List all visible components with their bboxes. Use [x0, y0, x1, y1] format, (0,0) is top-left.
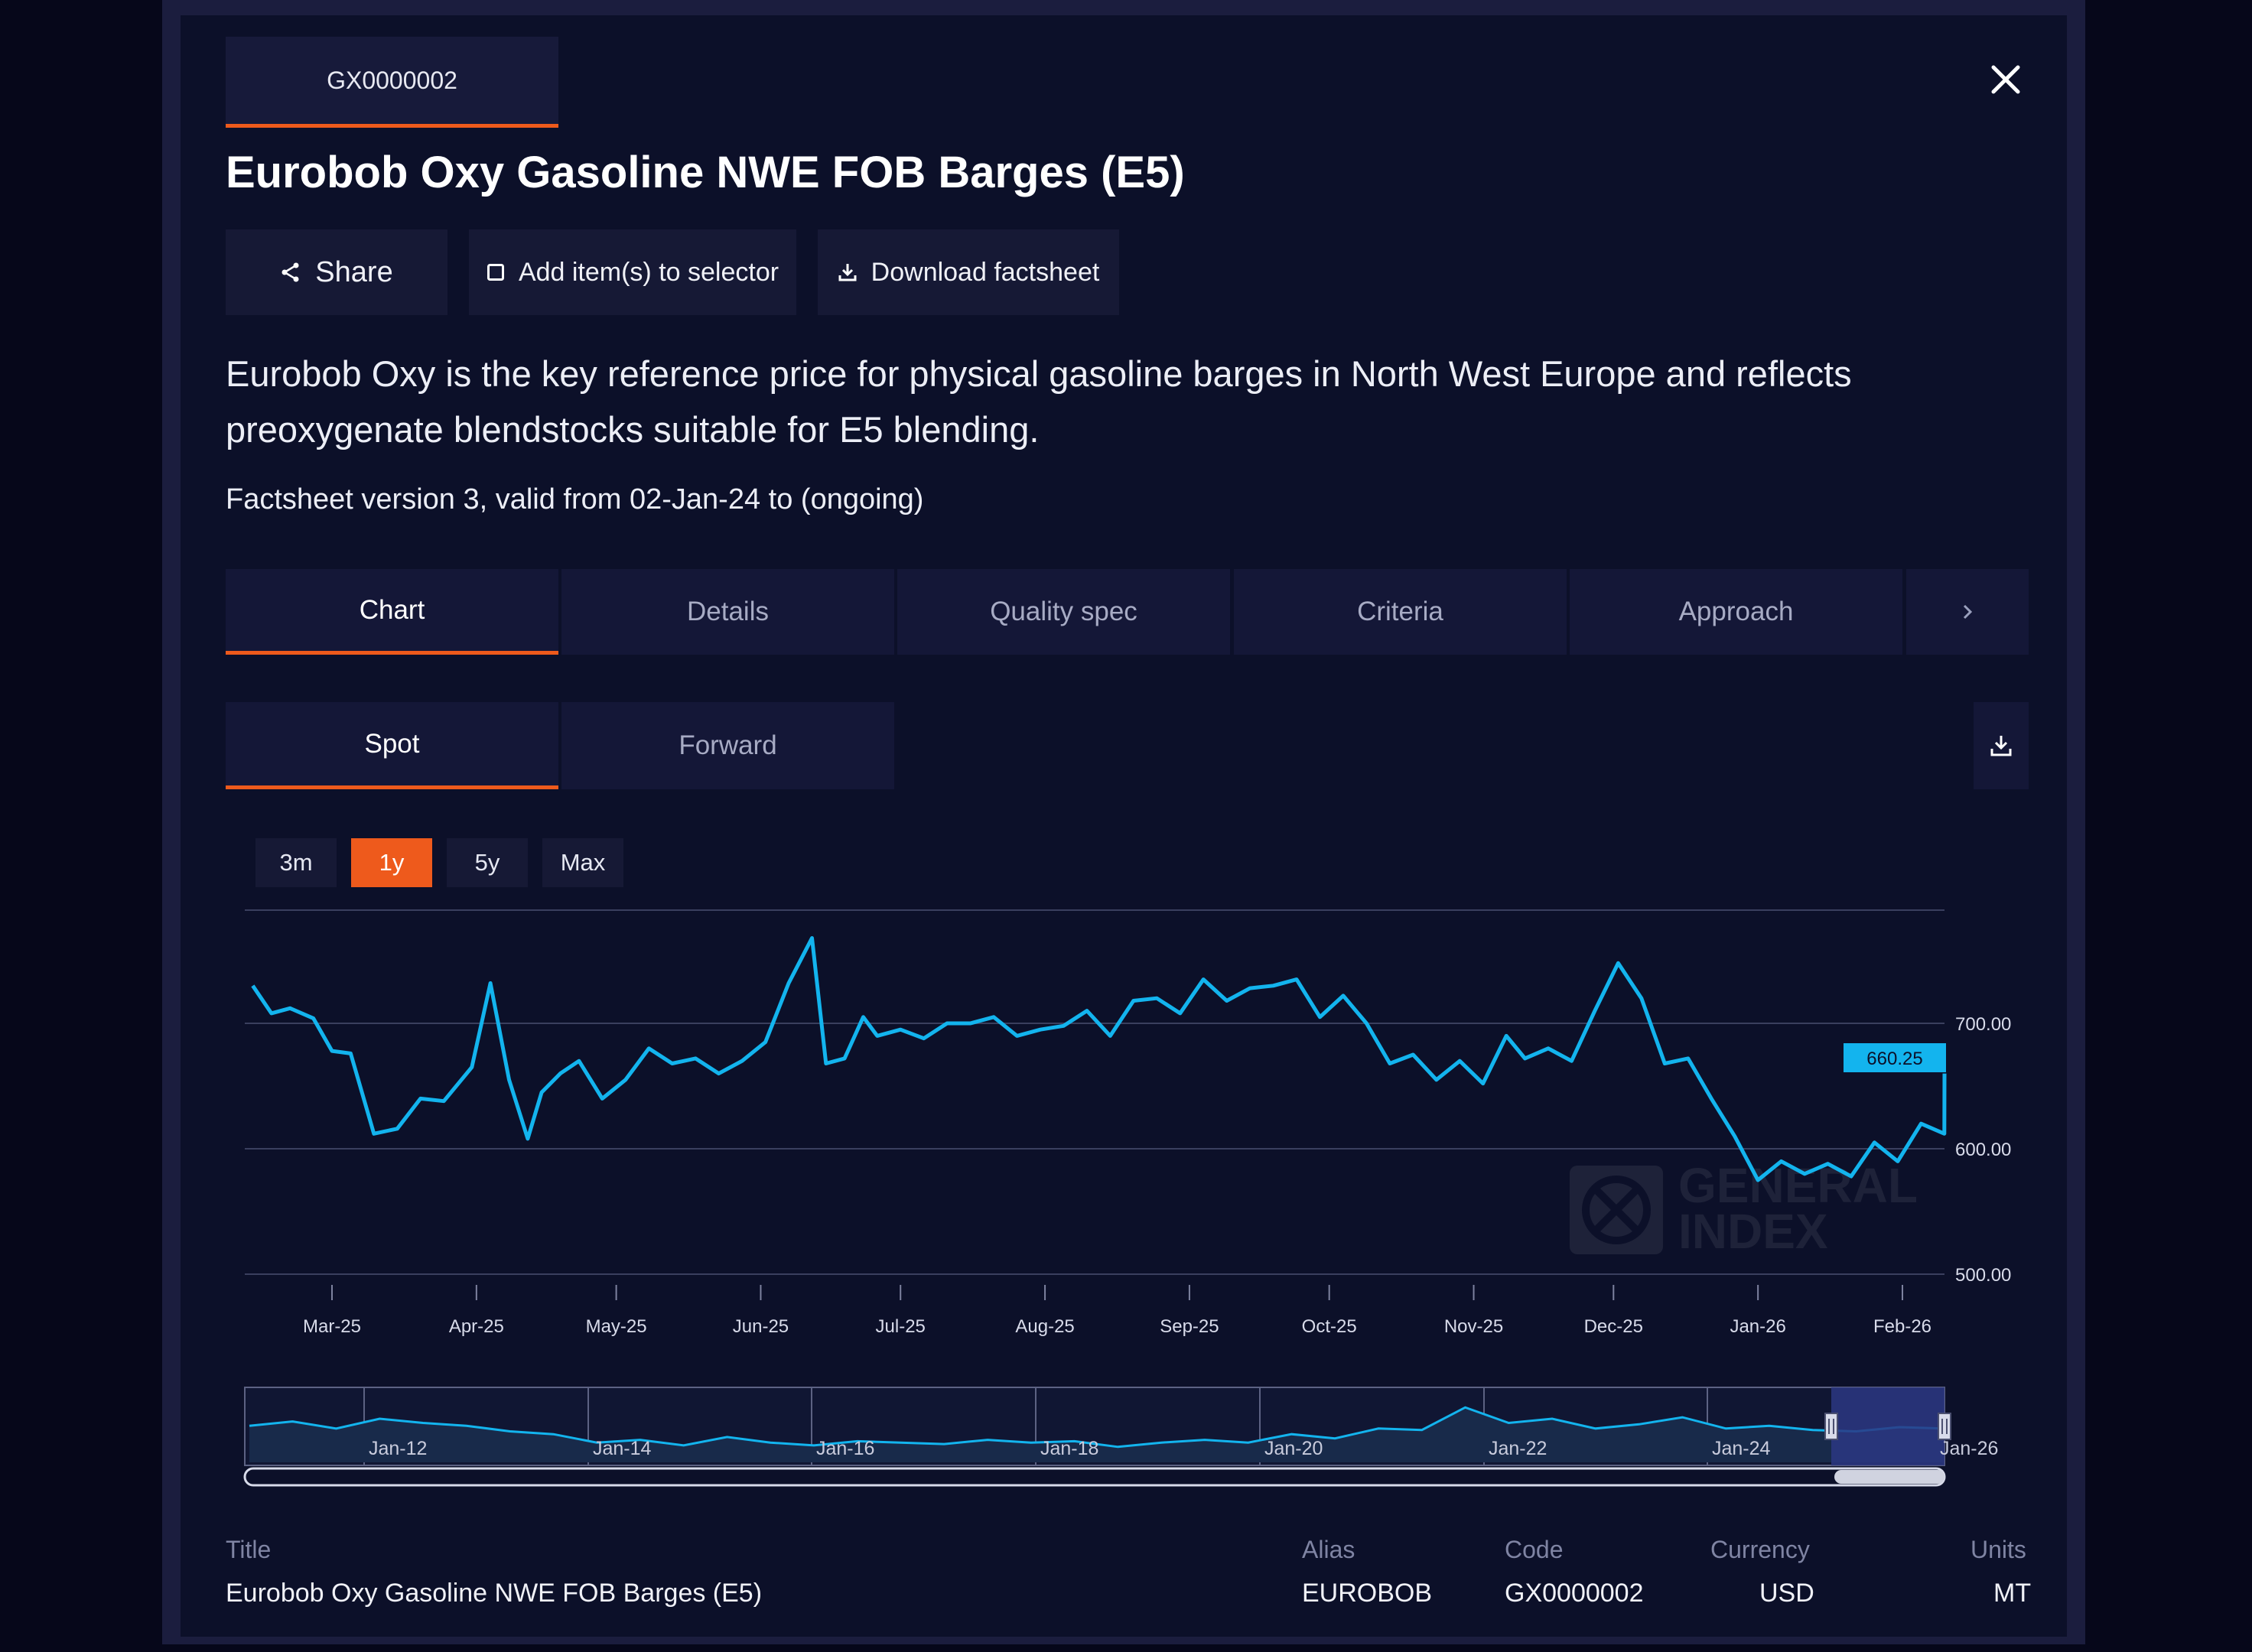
info-currency-label: Currency — [1710, 1536, 1810, 1563]
last-value-badge: 660.25 — [1844, 1043, 1946, 1072]
x-tick-label: Apr-25 — [449, 1316, 504, 1337]
navigator-series-line — [249, 1406, 1944, 1449]
x-tick-label: Dec-25 — [1584, 1316, 1643, 1337]
horizontal-scrollbar[interactable] — [243, 1467, 1946, 1487]
range-3m-button[interactable]: 3m — [255, 838, 337, 887]
info-code-label: Code — [1505, 1536, 1564, 1563]
tab-chart-label: Chart — [359, 594, 425, 625]
x-tick-label: Jun-25 — [733, 1316, 789, 1337]
chart-navigator[interactable]: Jan-12 Jan-14 Jan-16 Jan-18 Jan-20 Jan-22 Jan-… — [244, 1387, 1998, 1466]
close-icon — [1991, 65, 2020, 94]
tabs-scroll-right-button[interactable] — [1906, 569, 2029, 655]
navigator-label: Jan-18 — [1040, 1438, 1098, 1459]
navigator-label: Jan-14 — [593, 1438, 652, 1459]
code-tab-label: GX0000002 — [327, 66, 457, 94]
tab-approach-label: Approach — [1678, 597, 1794, 626]
add-to-selector-label: Add item(s) to selector — [518, 257, 779, 287]
last-value-text: 660.25 — [1866, 1049, 1922, 1069]
navigator-label: Jan-20 — [1264, 1438, 1323, 1459]
y-tick-label: 500.00 — [1955, 1265, 2011, 1286]
description: Eurobob Oxy is the key reference price f… — [226, 353, 1852, 450]
subtab-forward[interactable]: Forward — [561, 702, 894, 789]
download-icon — [838, 264, 857, 281]
tab-quality-spec[interactable]: Quality spec — [897, 569, 1230, 655]
range-5y-label: 5y — [474, 849, 500, 876]
x-tick-label: Feb-26 — [1873, 1316, 1931, 1337]
navigator-left-handle[interactable] — [1824, 1413, 1838, 1440]
x-tick-label: Nov-25 — [1444, 1316, 1503, 1337]
checkbox-icon — [487, 264, 504, 281]
x-tick-label: May-25 — [586, 1316, 647, 1337]
share-label: Share — [315, 255, 393, 288]
x-tick-label: Aug-25 — [1015, 1316, 1074, 1337]
info-alias-value: EUROBOB — [1302, 1579, 1433, 1608]
subtab-spot[interactable]: Spot — [226, 702, 558, 789]
price-series-line — [251, 936, 1947, 1182]
subtab-spot-label: Spot — [364, 728, 420, 759]
navigator-label: Jan-24 — [1712, 1438, 1771, 1459]
info-units-value: MT — [1993, 1579, 2032, 1608]
close-button[interactable] — [1984, 58, 2027, 101]
navigator-series-area — [249, 1407, 1943, 1462]
page-title: Eurobob Oxy Gasoline NWE FOB Barges (E5) — [226, 148, 1185, 197]
navigator-label: Jan-16 — [816, 1438, 874, 1459]
range-max-button[interactable]: Max — [542, 838, 623, 887]
watermark-line-1: GENERAL — [1678, 1158, 1918, 1213]
x-tick-label: Jul-25 — [876, 1316, 926, 1337]
tab-quality-spec-label: Quality spec — [990, 597, 1137, 626]
x-tick-label: Jan-26 — [1730, 1316, 1785, 1337]
tab-approach[interactable]: Approach — [1570, 569, 1902, 655]
factsheet-version: Factsheet version 3, valid from 02-Jan-2… — [226, 483, 924, 515]
x-tick-label: Mar-25 — [303, 1316, 361, 1337]
add-to-selector-button[interactable]: Add item(s) to selector — [469, 229, 796, 315]
navigator-label: Jan-22 — [1489, 1438, 1547, 1459]
download-factsheet-button[interactable]: Download factsheet — [818, 229, 1119, 315]
tab-details-label: Details — [687, 597, 769, 626]
navigator-label: Jan-26 — [1940, 1438, 1998, 1459]
range-1y-button[interactable]: 1y — [351, 838, 432, 887]
watermark-logo: GENERAL INDEX — [1570, 1158, 1918, 1259]
download-factsheet-label: Download factsheet — [871, 257, 1100, 287]
y-tick-label: 700.00 — [1955, 1014, 2011, 1035]
chart-download-button[interactable] — [1974, 702, 2029, 789]
navigator-selection[interactable] — [1831, 1387, 1944, 1465]
download-icon — [1990, 736, 2012, 756]
share-icon — [282, 262, 299, 282]
chevron-right-icon — [1963, 604, 1973, 620]
subtab-forward-label: Forward — [679, 730, 777, 760]
share-button[interactable]: Share — [226, 229, 447, 315]
range-3m-label: 3m — [279, 849, 313, 876]
info-title-value: Eurobob Oxy Gasoline NWE FOB Barges (E5) — [226, 1579, 763, 1608]
range-1y-label: 1y — [379, 849, 405, 876]
info-currency-value: USD — [1759, 1579, 1814, 1608]
scrollbar-thumb[interactable] — [1834, 1470, 1944, 1484]
y-tick-label: 600.00 — [1955, 1140, 2011, 1160]
tab-criteria-label: Criteria — [1357, 597, 1443, 626]
info-units-label: Units — [1970, 1536, 2026, 1563]
code-tab[interactable]: GX0000002 — [226, 37, 558, 128]
navigator-right-handle[interactable] — [1938, 1413, 1951, 1440]
info-alias-label: Alias — [1302, 1536, 1355, 1563]
tab-chart[interactable]: Chart — [226, 569, 558, 655]
x-tick-label: Sep-25 — [1160, 1316, 1219, 1337]
navigator-label: Jan-12 — [369, 1438, 427, 1459]
x-tick-label: Oct-25 — [1302, 1316, 1357, 1337]
info-code-value: GX0000002 — [1505, 1579, 1644, 1608]
watermark-line-2: INDEX — [1678, 1204, 1828, 1259]
tab-details[interactable]: Details — [561, 569, 894, 655]
info-title-label: Title — [226, 1536, 272, 1563]
tab-criteria[interactable]: Criteria — [1234, 569, 1567, 655]
range-max-label: Max — [560, 849, 606, 876]
range-5y-button[interactable]: 5y — [447, 838, 528, 887]
